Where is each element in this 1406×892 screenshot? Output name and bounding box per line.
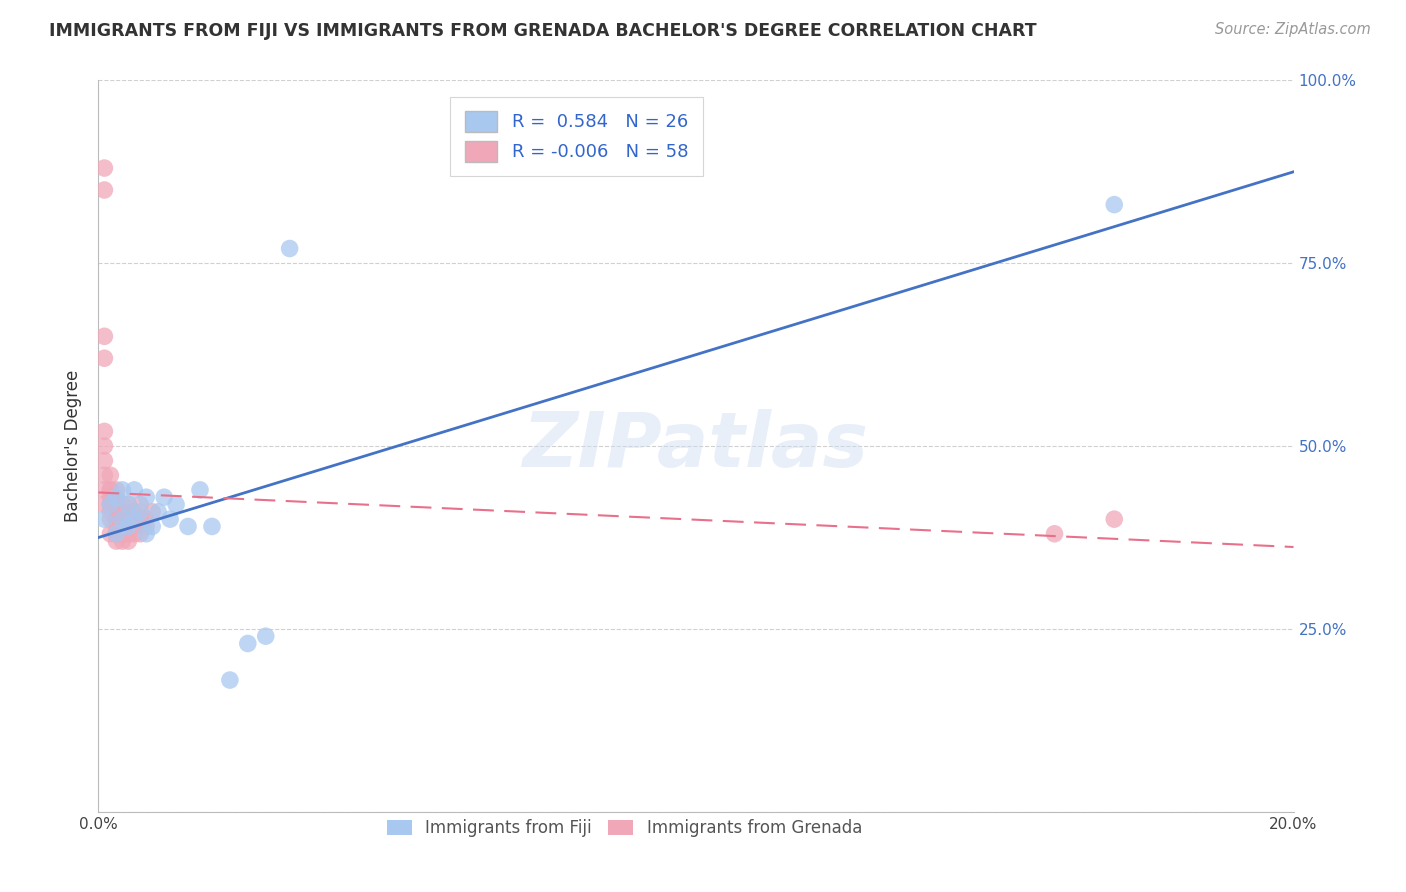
- Point: [129, 526, 152, 541]
- Point: [111, 505, 134, 519]
- Point: [111, 526, 134, 541]
- Point: [124, 512, 146, 526]
- Point: [105, 526, 128, 541]
- Point: [141, 505, 163, 519]
- Point: [111, 512, 134, 526]
- Point: [254, 629, 277, 643]
- Point: [117, 519, 139, 533]
- Point: [98, 512, 122, 526]
- Point: [105, 526, 128, 541]
- Point: [148, 505, 170, 519]
- Point: [1104, 512, 1126, 526]
- Point: [105, 498, 128, 512]
- Point: [98, 498, 122, 512]
- Point: [111, 519, 134, 533]
- Point: [201, 519, 224, 533]
- Point: [177, 519, 200, 533]
- Point: [1043, 526, 1066, 541]
- Point: [124, 483, 146, 497]
- Point: [135, 512, 157, 526]
- Point: [129, 512, 152, 526]
- Point: [117, 498, 139, 512]
- Point: [111, 519, 134, 533]
- Point: [105, 483, 128, 497]
- Point: [159, 512, 181, 526]
- Point: [124, 519, 146, 533]
- Point: [105, 519, 128, 533]
- Point: [93, 425, 115, 439]
- Point: [105, 526, 128, 541]
- Point: [105, 498, 128, 512]
- Point: [135, 526, 157, 541]
- Point: [135, 519, 157, 533]
- Point: [111, 483, 134, 497]
- Point: [117, 534, 139, 549]
- Point: [93, 183, 115, 197]
- Point: [98, 498, 122, 512]
- Point: [93, 468, 115, 483]
- Point: [93, 498, 115, 512]
- Point: [129, 505, 152, 519]
- Point: [98, 505, 122, 519]
- Point: [153, 490, 176, 504]
- Point: [105, 505, 128, 519]
- Point: [105, 512, 128, 526]
- Point: [93, 483, 115, 497]
- Point: [1104, 197, 1126, 211]
- Point: [105, 490, 128, 504]
- Point: [93, 161, 115, 175]
- Point: [124, 512, 146, 526]
- Point: [129, 498, 152, 512]
- Point: [98, 483, 122, 497]
- Text: IMMIGRANTS FROM FIJI VS IMMIGRANTS FROM GRENADA BACHELOR'S DEGREE CORRELATION CH: IMMIGRANTS FROM FIJI VS IMMIGRANTS FROM …: [49, 22, 1036, 40]
- Point: [105, 512, 128, 526]
- Point: [98, 490, 122, 504]
- Text: ZIPatlas: ZIPatlas: [523, 409, 869, 483]
- Point: [124, 505, 146, 519]
- Point: [124, 526, 146, 541]
- Point: [278, 242, 301, 256]
- Point: [111, 498, 134, 512]
- Point: [117, 498, 139, 512]
- Point: [111, 526, 134, 541]
- Point: [98, 468, 122, 483]
- Point: [236, 636, 259, 650]
- Point: [117, 512, 139, 526]
- Point: [98, 483, 122, 497]
- Point: [111, 526, 134, 541]
- Point: [111, 534, 134, 549]
- Legend: Immigrants from Fiji, Immigrants from Grenada: Immigrants from Fiji, Immigrants from Gr…: [380, 813, 869, 844]
- Point: [105, 490, 128, 504]
- Point: [111, 512, 134, 526]
- Y-axis label: Bachelor's Degree: Bachelor's Degree: [65, 370, 83, 522]
- Point: [219, 673, 242, 687]
- Point: [98, 498, 122, 512]
- Point: [188, 483, 211, 497]
- Point: [93, 439, 115, 453]
- Point: [165, 498, 187, 512]
- Point: [111, 512, 134, 526]
- Point: [141, 519, 163, 533]
- Point: [98, 526, 122, 541]
- Point: [105, 512, 128, 526]
- Point: [111, 505, 134, 519]
- Point: [135, 490, 157, 504]
- Point: [93, 512, 115, 526]
- Text: Source: ZipAtlas.com: Source: ZipAtlas.com: [1215, 22, 1371, 37]
- Point: [105, 534, 128, 549]
- Point: [93, 351, 115, 366]
- Point: [93, 329, 115, 343]
- Point: [117, 526, 139, 541]
- Point: [93, 453, 115, 467]
